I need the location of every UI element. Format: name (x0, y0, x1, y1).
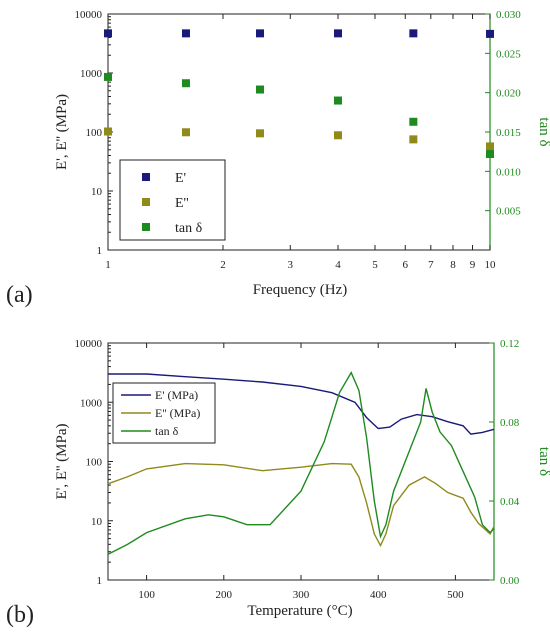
x-tick-label: 9 (470, 259, 476, 271)
y-tick-label: 100 (86, 127, 103, 139)
legend-label: E'' (175, 196, 189, 211)
panel-label: (b) (6, 602, 34, 628)
data-point-tan-delta (104, 72, 112, 81)
x-tick-label: 3 (288, 259, 294, 271)
data-point-tan-delta (486, 150, 494, 159)
legend-marker (142, 223, 150, 231)
y-tick-label: 10 (91, 186, 103, 198)
data-point-e-prime (486, 29, 494, 38)
data-point-e-double-prime (486, 142, 494, 151)
y-tick-label: 10000 (75, 338, 103, 350)
y-tick-label: 1 (97, 245, 103, 257)
x-tick-label: 4 (335, 259, 341, 271)
x-tick-label: 6 (403, 259, 409, 271)
x-tick-label: 7 (428, 259, 434, 271)
data-point-e-double-prime (333, 131, 342, 140)
y2-tick-label: 0.010 (496, 166, 521, 178)
data-point-e-prime (333, 29, 342, 38)
x-tick-label: 500 (447, 589, 464, 601)
x-tick-label: 300 (293, 589, 310, 601)
series-line-e-prime (108, 373, 495, 435)
data-point-tan-delta (181, 79, 190, 88)
series-line-tan-delta (107, 371, 495, 555)
data-point-tan-delta (409, 117, 418, 126)
x-axis-label: Frequency (Hz) (253, 282, 348, 298)
data-point-e-prime (104, 29, 112, 38)
data-point-e-prime (409, 29, 418, 38)
legend-marker (142, 198, 150, 206)
data-point-tan-delta (333, 96, 342, 105)
data-point-e-double-prime (104, 127, 112, 136)
y2-tick-label: 0.005 (496, 206, 521, 218)
legend-box (119, 159, 226, 241)
y2-axis-label: tan δ (536, 117, 550, 146)
x-axis-label: Temperature (°C) (247, 603, 352, 619)
plot-frame-1 (107, 342, 495, 581)
y-tick-label: 1000 (80, 397, 103, 409)
data-point-e-prime (256, 29, 265, 38)
data-point-e-double-prime (256, 129, 265, 138)
y2-tick-label: 0.015 (496, 127, 521, 139)
legend-label: tan δ (175, 221, 203, 236)
x-tick-label: 2 (220, 259, 226, 271)
y-tick-label: 1000 (80, 68, 103, 80)
data-point-tan-delta (256, 85, 265, 94)
legend-label: tan δ (155, 424, 179, 438)
x-tick-label: 400 (370, 589, 387, 601)
y2-tick-label: 0.025 (496, 48, 521, 60)
legend-label: E' (MPa) (155, 388, 198, 402)
x-tick-label: 1 (105, 259, 111, 271)
x-tick-label: 5 (372, 259, 378, 271)
y-axis-label: E', E'' (MPa) (54, 94, 70, 170)
data-point-e-double-prime (409, 135, 418, 144)
y-tick-label: 10 (91, 516, 103, 528)
x-tick-label: 10 (485, 259, 497, 271)
legend-label: E'' (MPa) (155, 406, 200, 420)
y-tick-label: 10000 (75, 9, 103, 21)
y2-tick-label: 0.12 (500, 338, 519, 350)
y2-tick-label: 0.020 (496, 88, 521, 100)
y2-tick-label: 0.04 (500, 496, 520, 508)
y2-tick-label: 0.030 (496, 9, 521, 21)
y-tick-label: 1 (97, 575, 103, 587)
data-point-e-double-prime (181, 128, 190, 137)
y2-tick-label: 0.00 (500, 575, 520, 587)
legend-marker (142, 173, 150, 181)
x-tick-label: 100 (138, 589, 155, 601)
x-tick-label: 8 (450, 259, 456, 271)
panel-label: (a) (6, 282, 33, 308)
y2-tick-label: 0.08 (500, 417, 520, 429)
y-tick-label: 100 (86, 457, 103, 469)
legend-label: E' (175, 171, 186, 186)
series-line-e-double-prime (107, 462, 495, 548)
x-tick-label: 200 (216, 589, 233, 601)
y-axis-label: E', E'' (MPa) (54, 423, 70, 499)
data-point-e-prime (181, 29, 190, 38)
y2-axis-label: tan δ (536, 447, 550, 476)
